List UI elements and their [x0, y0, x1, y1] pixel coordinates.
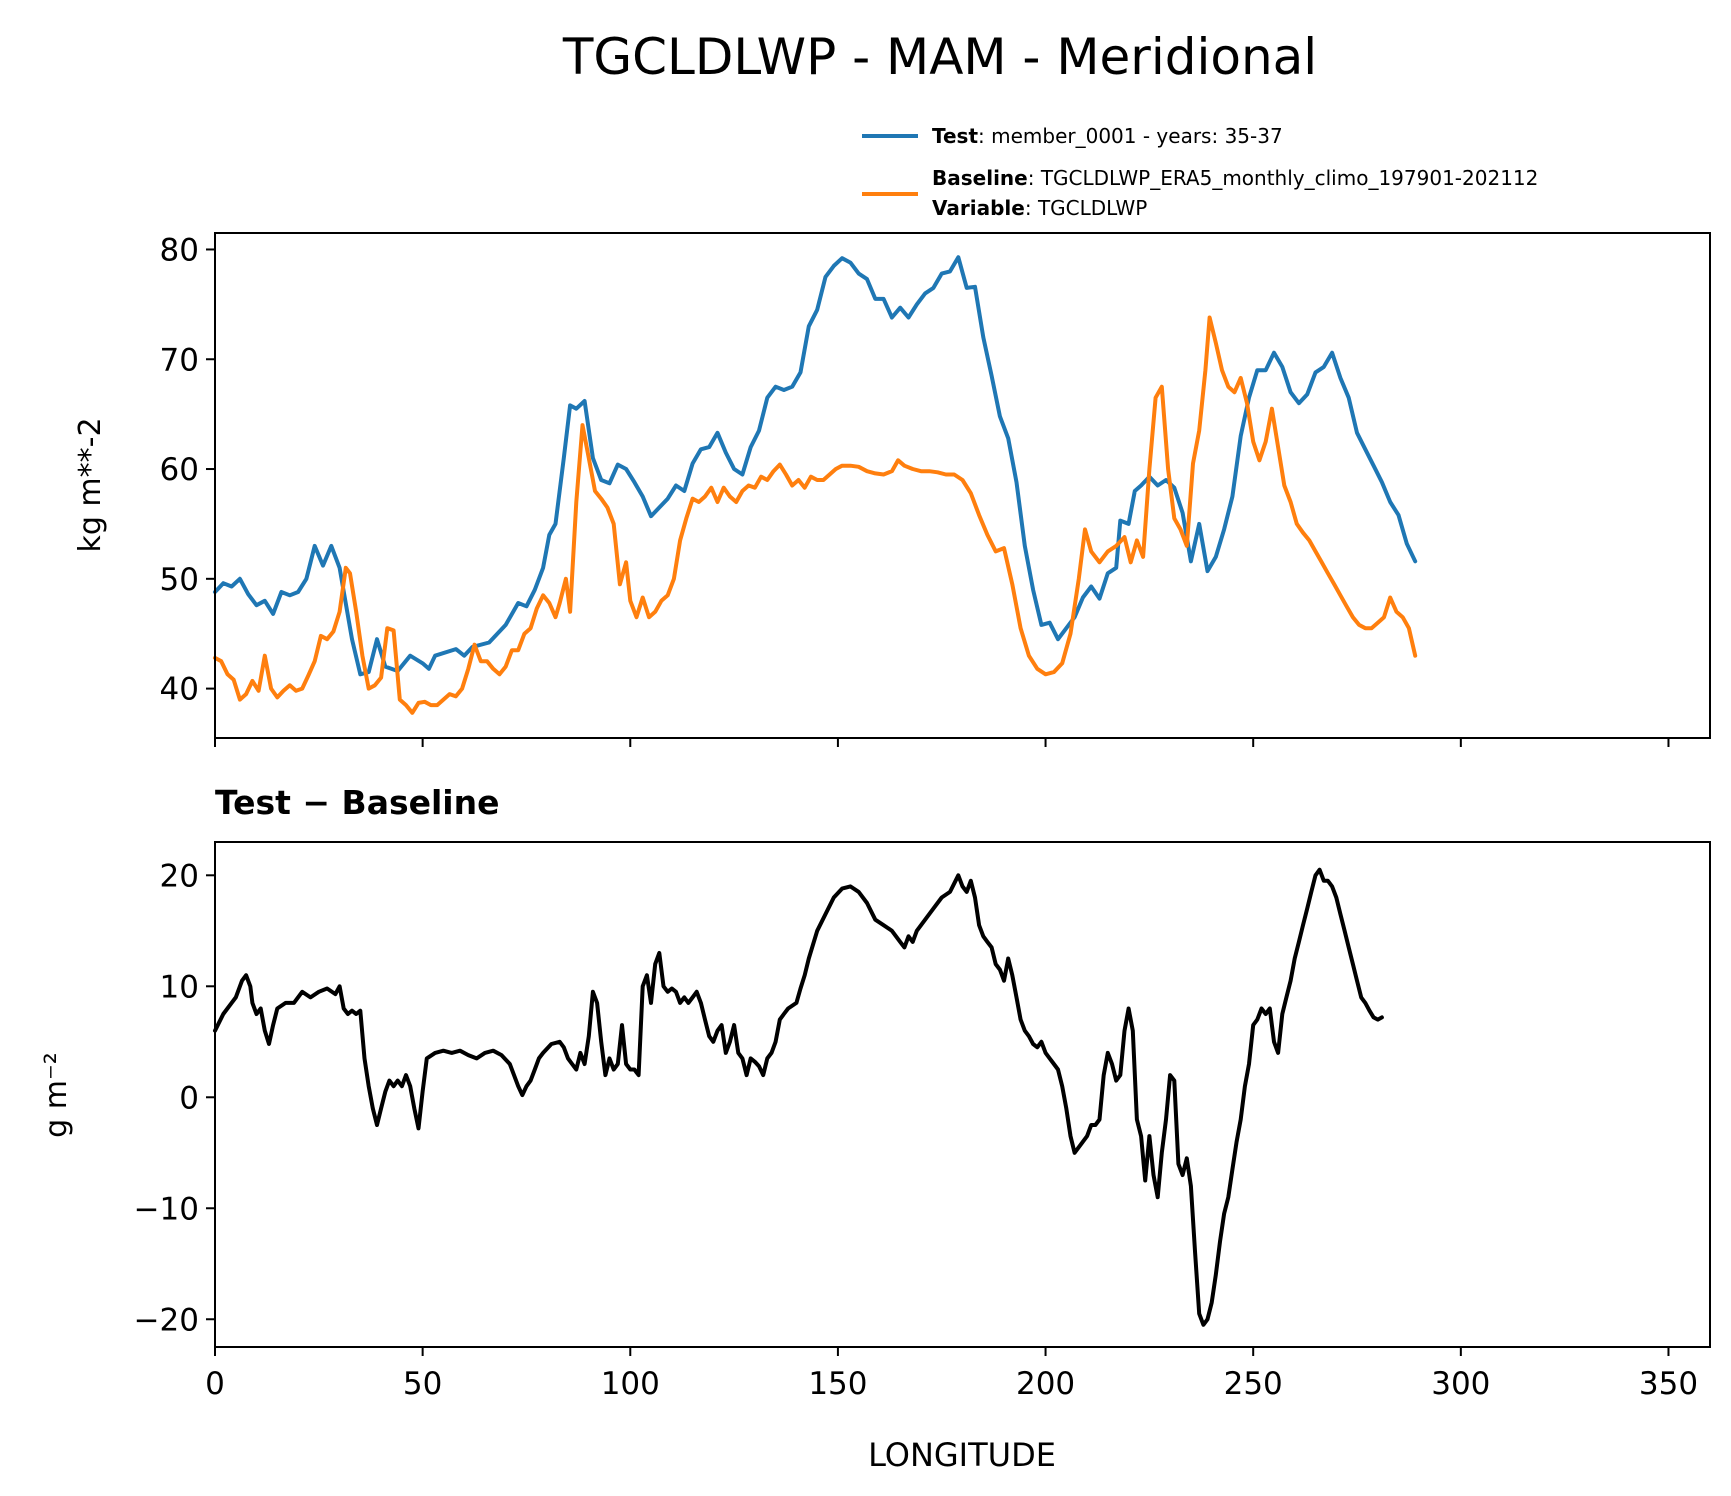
bottom-y-tick-label: 20	[160, 858, 199, 894]
bottom-x-tick-label: 250	[1224, 1366, 1283, 1402]
bottom-y-axis-label: g m⁻²	[39, 1052, 74, 1138]
x-axis-label: LONGITUDE	[868, 1436, 1056, 1474]
legend-test-entry: Test: member_0001 - years: 35-37	[932, 124, 1283, 148]
bottom-x-tick-label: 350	[1639, 1366, 1698, 1402]
top-y-tick-label: 60	[160, 452, 199, 488]
legend-test-text: : member_0001 - years: 35-37	[978, 124, 1283, 148]
top-x-ticks	[214, 738, 1670, 747]
bottom-x-tick-label: 300	[1431, 1366, 1490, 1402]
difference-series-line	[213, 867, 1384, 1327]
top-y-axis-label: kg m**-2	[73, 417, 108, 552]
top-y-ticks: 40 50 60 70 80	[160, 232, 215, 708]
top-y-tick-label: 40	[160, 672, 199, 708]
legend-variable-text: : TGCLDLWP	[1025, 196, 1147, 220]
bottom-y-tick-label: −10	[134, 1191, 199, 1227]
bottom-x-tick-label: 50	[403, 1366, 442, 1402]
legend-baseline-text: : TGCLDLWP_ERA5_monthly_climo_197901-202…	[1028, 166, 1539, 190]
bottom-plot-frame	[214, 841, 1711, 1348]
top-plot-frame	[214, 232, 1711, 739]
bottom-series	[213, 867, 1384, 1327]
legend: Test: member_0001 - years: 35-37 Baselin…	[862, 124, 1538, 220]
top-panel: 40 50 60 70 80 kg m**-2	[73, 232, 1711, 747]
top-y-tick-label: 70	[160, 342, 199, 378]
bottom-x-tick-label: 100	[601, 1366, 660, 1402]
baseline-series-line	[213, 315, 1418, 715]
bottom-y-tick-label: 10	[160, 969, 199, 1005]
bottom-y-ticks: −20 −10 0 10 20	[134, 858, 215, 1338]
bottom-panel-title: Test − Baseline	[215, 783, 500, 822]
legend-variable-entry: Variable: TGCLDLWP	[932, 196, 1147, 220]
bottom-y-tick-label: −20	[134, 1302, 199, 1338]
top-series	[213, 255, 1418, 715]
bottom-x-tick-label: 0	[205, 1366, 225, 1402]
bottom-y-tick-label: 0	[179, 1080, 199, 1116]
figure-title: TGCLDLWP - MAM - Meridional	[562, 28, 1317, 86]
bottom-panel: Test − Baseline −20 −10 0 10 20 0 50 100 150 200…	[39, 783, 1711, 1474]
legend-test-key: Test	[932, 124, 978, 148]
legend-variable-key: Variable	[932, 196, 1025, 220]
legend-baseline-entry: Baseline: TGCLDLWP_ERA5_monthly_climo_19…	[932, 166, 1538, 190]
bottom-x-ticks: 0 50 100 150 200 250 300 350	[205, 1347, 1698, 1402]
bottom-x-tick-label: 150	[808, 1366, 867, 1402]
test-series-line	[213, 255, 1418, 677]
legend-baseline-key: Baseline	[932, 166, 1028, 190]
top-y-tick-label: 50	[160, 562, 199, 598]
top-y-tick-label: 80	[160, 232, 199, 268]
bottom-x-tick-label: 200	[1016, 1366, 1075, 1402]
